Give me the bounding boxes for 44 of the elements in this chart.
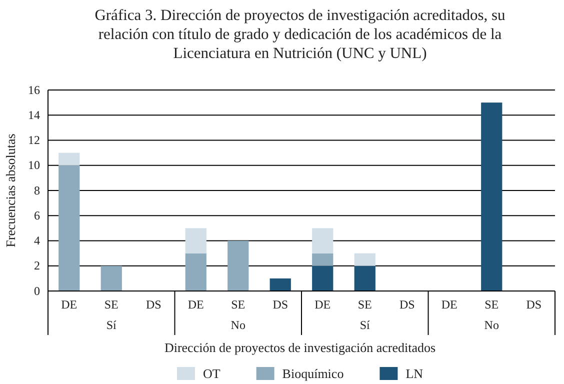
y-tick-label: 0 bbox=[34, 284, 40, 298]
legend-label: LN bbox=[406, 366, 424, 381]
x-tick-label: SE bbox=[104, 298, 118, 312]
x-tick-label: DS bbox=[526, 298, 542, 312]
y-tick-label: 10 bbox=[28, 158, 40, 172]
legend-label: Bioquímico bbox=[282, 366, 344, 381]
y-tick-label: 12 bbox=[28, 133, 40, 148]
bar bbox=[228, 240, 249, 291]
text: No bbox=[484, 318, 499, 332]
y-tick-label: 16 bbox=[28, 82, 40, 97]
x-tick-label: DE bbox=[61, 298, 78, 312]
chart-title: Gráfica 3. Dirección de proyectos de investigación acreditados, su relación con título de grado y dedicación de los académicos de la Licenciatura en Nutrición (UNC y UNL) bbox=[94, 7, 506, 62]
x-axis-title: Dirección de proyectos de investigación acreditados bbox=[164, 340, 436, 355]
bar bbox=[312, 266, 334, 291]
x-tick-label: DS bbox=[272, 298, 288, 312]
y-tick-label: 8 bbox=[34, 183, 40, 198]
bar bbox=[312, 228, 334, 254]
bar bbox=[185, 253, 206, 291]
y-tick-label: 14 bbox=[28, 108, 40, 122]
bar bbox=[270, 278, 291, 291]
bar bbox=[354, 253, 376, 266]
text: No bbox=[230, 318, 246, 332]
x-tick-label: DS bbox=[146, 298, 162, 312]
bar bbox=[481, 102, 502, 291]
x-tick-label: DE bbox=[188, 298, 204, 312]
x-tick-label: DE bbox=[441, 298, 458, 312]
x-tick-label: SE bbox=[358, 298, 372, 312]
x-tick-label: DE bbox=[314, 298, 331, 312]
text: Sí bbox=[106, 318, 118, 332]
bar bbox=[354, 266, 376, 291]
y-tick-label: 4 bbox=[34, 234, 40, 248]
y-tick-label: 2 bbox=[34, 258, 40, 273]
bar bbox=[312, 253, 334, 266]
bar bbox=[58, 152, 80, 166]
x-tick-label: DS bbox=[399, 298, 415, 312]
bar bbox=[100, 266, 122, 291]
text: Sí bbox=[360, 318, 371, 332]
legend-label: OT bbox=[202, 366, 220, 381]
bar bbox=[58, 165, 80, 291]
x-tick-label: SE bbox=[231, 298, 246, 312]
y-axis-title: Frecuencias absolutas bbox=[3, 134, 18, 248]
y-tick-label: 6 bbox=[34, 208, 40, 222]
bar bbox=[185, 228, 206, 254]
x-tick-label: SE bbox=[484, 298, 499, 312]
